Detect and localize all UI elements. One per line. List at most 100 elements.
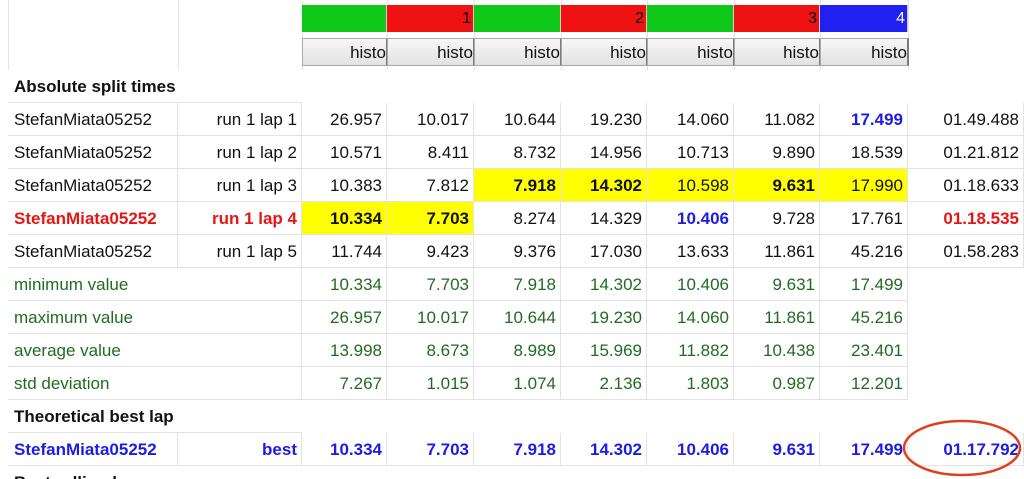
stat-value: 10.644 — [474, 301, 561, 334]
split-time: 10.334 — [302, 433, 387, 466]
stat-value: 2.136 — [561, 367, 647, 400]
run-label: run 1 lap 4 — [178, 202, 302, 235]
split-time: 9.890 — [734, 136, 820, 169]
driver-name: StefanMiata05252 — [8, 169, 178, 202]
stat-value: 10.438 — [734, 334, 820, 367]
stat-value: 10.334 — [302, 268, 387, 301]
driver-name: StefanMiata05252 — [8, 103, 178, 136]
stat-label: maximum value — [8, 301, 302, 334]
split-time: 8.411 — [387, 136, 474, 169]
stat-value: 7.703 — [387, 268, 474, 301]
grid-line — [387, 0, 388, 70]
stat-value: 9.631 — [734, 268, 820, 301]
stat-value: 0.987 — [734, 367, 820, 400]
split-time: 9.631 — [734, 169, 820, 202]
stat-value: 1.803 — [647, 367, 734, 400]
run-label: run 1 lap 2 — [178, 136, 302, 169]
grid-line — [561, 0, 562, 70]
grid-line — [734, 0, 735, 70]
stat-value: 1.015 — [387, 367, 474, 400]
split-time: 9.728 — [734, 202, 820, 235]
histo-button[interactable]: histo — [474, 38, 562, 66]
section-title: Absolute split times — [8, 70, 302, 103]
lap-header — [647, 5, 734, 32]
split-time: 14.060 — [647, 103, 734, 136]
stat-value: 13.998 — [302, 334, 387, 367]
grid-line — [302, 0, 303, 70]
total-time: 01.18.535 — [908, 202, 1024, 235]
stat-value: 10.017 — [387, 301, 474, 334]
stat-value: 8.989 — [474, 334, 561, 367]
histo-button[interactable]: histo — [302, 38, 388, 66]
driver-name: StefanMiata05252 — [8, 433, 178, 466]
grid-line — [474, 0, 475, 70]
stat-value: 15.969 — [561, 334, 647, 367]
stat-label: average value — [8, 334, 302, 367]
split-time: 7.918 — [474, 433, 561, 466]
split-time: 7.918 — [474, 169, 561, 202]
run-label: run 1 lap 1 — [178, 103, 302, 136]
stat-value: 11.861 — [734, 301, 820, 334]
stat-value: 10.406 — [647, 268, 734, 301]
split-time: 10.571 — [302, 136, 387, 169]
run-label: run 1 lap 5 — [178, 235, 302, 268]
run-label: run 1 lap 3 — [178, 169, 302, 202]
total-time: 01.58.283 — [908, 235, 1024, 268]
stat-label: std deviation — [8, 367, 302, 400]
histo-button[interactable]: histo — [820, 38, 909, 66]
split-time: 9.631 — [734, 433, 820, 466]
split-time: 14.302 — [561, 169, 647, 202]
stat-value: 8.673 — [387, 334, 474, 367]
driver-name: StefanMiata05252 — [8, 202, 178, 235]
split-time: 11.082 — [734, 103, 820, 136]
histo-button[interactable]: histo — [647, 38, 735, 66]
split-time: 10.334 — [302, 202, 387, 235]
grid-line — [908, 0, 909, 70]
split-time: 19.230 — [561, 103, 647, 136]
split-time: 8.274 — [474, 202, 561, 235]
split-time: 10.017 — [387, 103, 474, 136]
stat-value: 17.499 — [820, 268, 908, 301]
split-time: 14.329 — [561, 202, 647, 235]
histo-button[interactable]: histo — [561, 38, 648, 66]
split-time: 8.732 — [474, 136, 561, 169]
split-time: 14.302 — [561, 433, 647, 466]
total-time: 01.21.812 — [908, 136, 1024, 169]
split-time: 14.956 — [561, 136, 647, 169]
grid-line — [178, 0, 179, 70]
stat-value: 14.302 — [561, 268, 647, 301]
stat-value: 11.882 — [647, 334, 734, 367]
split-time: 45.216 — [820, 235, 908, 268]
histo-button[interactable]: histo — [734, 38, 821, 66]
lap-header: 2 — [561, 5, 647, 32]
run-label: best — [178, 433, 302, 466]
split-time: 18.539 — [820, 136, 908, 169]
stat-value: 19.230 — [561, 301, 647, 334]
split-time: 10.598 — [647, 169, 734, 202]
split-time: 9.376 — [474, 235, 561, 268]
split-time: 10.713 — [647, 136, 734, 169]
stat-value: 45.216 — [820, 301, 908, 334]
split-time: 17.030 — [561, 235, 647, 268]
split-time: 17.761 — [820, 202, 908, 235]
lap-header: 3 — [734, 5, 820, 32]
grid-line — [820, 0, 821, 70]
split-time: 10.406 — [647, 433, 734, 466]
stat-value: 26.957 — [302, 301, 387, 334]
stat-value: 12.201 — [820, 367, 908, 400]
total-time: 01.17.792 — [908, 433, 1024, 466]
split-time: 9.423 — [387, 235, 474, 268]
histo-button[interactable]: histo — [387, 38, 475, 66]
split-time: 7.703 — [387, 202, 474, 235]
stat-value: 1.074 — [474, 367, 561, 400]
split-time: 10.383 — [302, 169, 387, 202]
stat-label: minimum value — [8, 268, 302, 301]
split-time: 10.644 — [474, 103, 561, 136]
split-time: 17.990 — [820, 169, 908, 202]
driver-name: StefanMiata05252 — [8, 235, 178, 268]
lap-header — [302, 5, 387, 32]
split-time: 17.499 — [820, 103, 908, 136]
split-time: 11.861 — [734, 235, 820, 268]
total-time: 01.49.488 — [908, 103, 1024, 136]
